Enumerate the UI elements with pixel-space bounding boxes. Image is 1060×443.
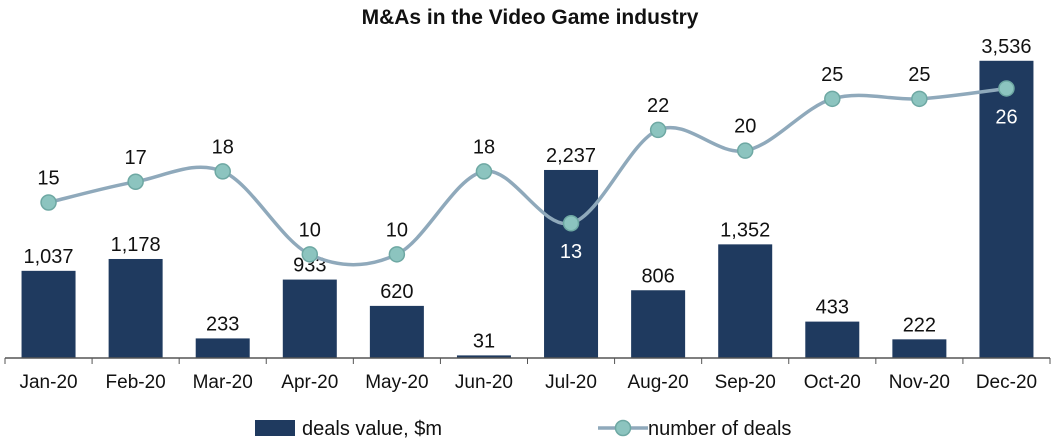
x-tick-label-Apr-20: Apr-20 — [281, 372, 338, 393]
bar-Jan-20 — [21, 270, 76, 358]
bar-label-Jun-20: 31 — [473, 330, 495, 352]
bar-Nov-20 — [892, 339, 947, 358]
bar-Oct-20 — [805, 321, 860, 358]
line-label-Apr-20: 10 — [299, 219, 321, 241]
bar-Jul-20 — [544, 169, 599, 358]
legend-line-marker — [614, 419, 632, 437]
line-number-of-deals — [48, 86, 1007, 267]
bar-May-20 — [369, 305, 424, 358]
line-point-Jun-20 — [475, 163, 493, 180]
line-point-Feb-20 — [127, 173, 144, 191]
bar-Sep-20 — [718, 244, 773, 358]
bars-layer: 1,0371,178233933620312,2378061,352433222… — [21, 36, 1034, 359]
bar-Jun-20 — [456, 355, 511, 358]
x-tick-label-Mar-20: Mar-20 — [193, 372, 253, 393]
x-tick-label-Nov-20: Nov-20 — [889, 372, 950, 393]
line-point-Aug-20 — [649, 121, 667, 139]
line-point-Sep-20 — [736, 142, 754, 159]
x-tick-label-May-20: May-20 — [365, 372, 428, 393]
line-label-Oct-20: 25 — [821, 64, 843, 86]
line-point-Oct-20 — [824, 90, 841, 108]
x-tick-label-Dec-20: Dec-20 — [976, 372, 1037, 393]
bar-Aug-20 — [631, 290, 686, 358]
bar-label-Jan-20: 1,037 — [24, 246, 74, 268]
legend-line-label: number of deals — [648, 418, 791, 440]
x-tick-label-Aug-20: Aug-20 — [627, 372, 688, 393]
bar-Apr-20 — [282, 279, 337, 358]
x-tick-label-Oct-20: Oct-20 — [804, 372, 861, 393]
x-tick-label-Jan-20: Jan-20 — [19, 372, 77, 393]
line-label-Jan-20: 15 — [37, 168, 59, 190]
ticks-layer: Jan-20 Feb-20 Mar-20 Apr-20 May-20 Jun-20 Jul-… — [4, 358, 1051, 393]
bar-label-Dec-20: 3,536 — [981, 36, 1031, 58]
bar-label-Oct-20: 433 — [816, 297, 849, 319]
line-point-Mar-20 — [214, 163, 231, 180]
line-point-Nov-20 — [911, 90, 928, 108]
legend-bar-label: deals value, $m — [302, 418, 442, 440]
legend: deals value, $m number of deals — [255, 418, 791, 440]
line-point-Apr-20 — [301, 246, 319, 263]
bar-Mar-20 — [195, 338, 250, 358]
bar-label-Feb-20: 1,178 — [111, 234, 161, 256]
line-label-Aug-20: 22 — [647, 95, 669, 117]
x-tick-label-Jul-20: Jul-20 — [545, 372, 597, 393]
line-point-Jan-20 — [40, 194, 57, 211]
line-label-Jul-20: 13 — [560, 241, 582, 263]
bar-label-May-20: 620 — [380, 281, 413, 303]
line-point-Jul-20 — [562, 214, 580, 232]
line-label-Sep-20: 20 — [734, 116, 756, 138]
bar-Feb-20 — [108, 258, 163, 358]
x-tick-label-Sep-20: Sep-20 — [715, 372, 776, 393]
line-point-Dec-20 — [998, 80, 1015, 97]
bar-Dec-20 — [979, 60, 1034, 359]
x-tick-label-Feb-20: Feb-20 — [106, 372, 166, 393]
line-point-May-20 — [388, 246, 406, 263]
line-label-Mar-20: 18 — [212, 136, 234, 158]
x-tick-label-Jun-20: Jun-20 — [455, 372, 513, 393]
line-label-Dec-20: 26 — [995, 106, 1017, 128]
legend-bar-swatch — [255, 420, 295, 436]
line-label-May-20: 10 — [386, 219, 408, 241]
chart-title: M&As in the Video Game industry — [362, 6, 699, 29]
bar-label-Aug-20: 806 — [641, 265, 674, 287]
bar-label-Jul-20: 2,237 — [546, 145, 596, 167]
line-label-Feb-20: 17 — [125, 147, 147, 169]
line-label-Nov-20: 25 — [908, 64, 930, 86]
line-layer: 15 17 18 10 10 18 13 22 20 25 25 26 — [37, 64, 1018, 267]
bar-label-Apr-20: 933 — [293, 255, 326, 277]
bar-label-Sep-20: 1,352 — [720, 219, 770, 241]
bar-label-Mar-20: 233 — [206, 313, 239, 335]
line-label-Jun-20: 18 — [473, 136, 495, 158]
bar-label-Nov-20: 222 — [903, 314, 936, 336]
